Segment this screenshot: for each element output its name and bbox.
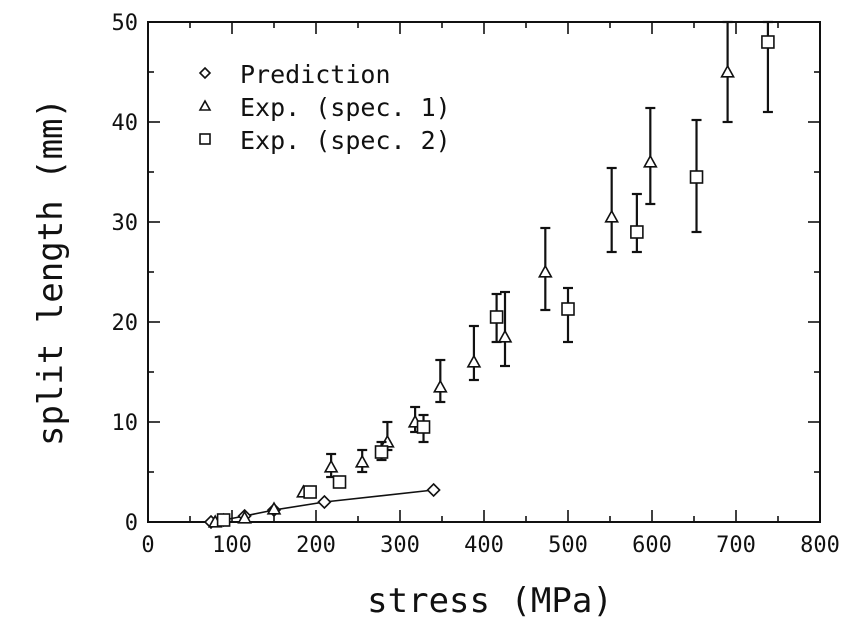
y-tick-label: 0 [125, 511, 138, 536]
data-point [720, 64, 735, 78]
x-axis: 0 100 200 300 400 500 600 700 800 [141, 22, 840, 558]
y-axis-title: split length (mm) [31, 98, 71, 446]
x-tick-label: 400 [464, 533, 504, 558]
data-point [216, 513, 231, 527]
x-tick-label: 600 [632, 533, 672, 558]
data-point [604, 209, 620, 223]
legend-label: Prediction [240, 60, 391, 89]
x-tick-label: 300 [380, 533, 420, 558]
legend-marker [199, 133, 211, 145]
data-point [332, 475, 347, 489]
data-point [489, 310, 504, 324]
data-point [761, 35, 775, 49]
data-point [642, 154, 658, 168]
x-tick-label: 200 [296, 533, 336, 558]
data-point [416, 420, 431, 434]
x-tick-label: 100 [212, 533, 252, 558]
y-tick-label: 20 [112, 311, 139, 336]
data-point [426, 482, 441, 498]
data-point [630, 225, 644, 239]
legend-marker [198, 66, 212, 80]
data-point [266, 501, 282, 515]
y-tick-label: 50 [112, 11, 139, 36]
data-point [466, 354, 482, 368]
series-3 [216, 20, 775, 527]
plot-area [203, 20, 775, 530]
x-tick-label: 500 [548, 533, 588, 558]
data-point [303, 485, 317, 499]
x-tick-label: 0 [141, 533, 154, 558]
data-point [689, 170, 704, 184]
legend-label: Exp. (spec. 1) [240, 93, 451, 122]
data-point [561, 302, 575, 316]
x-tick-label: 700 [716, 533, 756, 558]
y-tick-label: 30 [112, 211, 139, 236]
y-tick-label: 10 [112, 411, 139, 436]
data-point [354, 454, 370, 468]
data-point [374, 445, 389, 459]
data-point [497, 329, 513, 343]
x-tick-label: 800 [800, 533, 840, 558]
data-point [537, 264, 553, 278]
legend-marker [198, 99, 212, 111]
y-axis: 0 10 20 30 40 50 [112, 11, 820, 536]
y-tick-label: 40 [112, 111, 139, 136]
data-point [432, 379, 448, 393]
legend: Prediction Exp. (spec. 1) Exp. (spec. 2) [198, 60, 451, 155]
data-point [317, 494, 332, 510]
x-axis-title: stress (MPa) [367, 581, 613, 621]
legend-label: Exp. (spec. 2) [240, 126, 451, 155]
data-point [237, 510, 252, 524]
data-point [323, 459, 339, 473]
